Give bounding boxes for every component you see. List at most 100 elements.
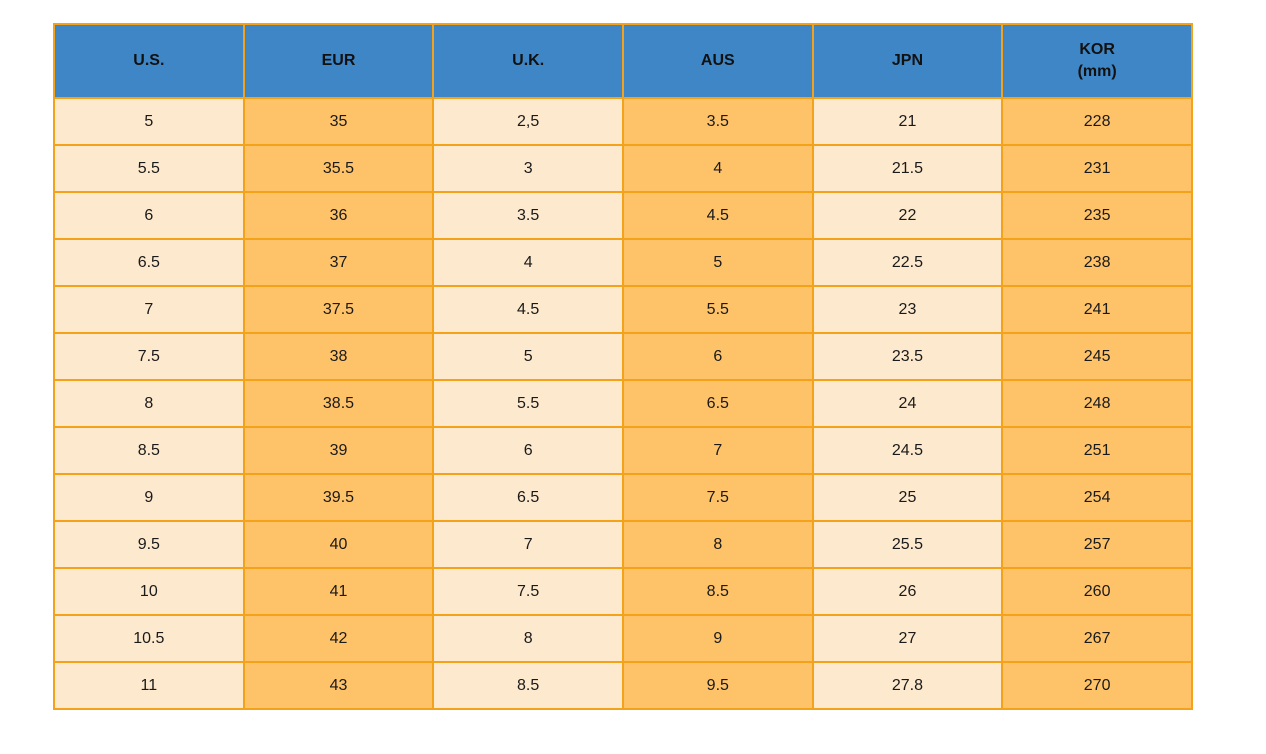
table-row: 7 37.5 4.5 5.5 23 241 — [53, 285, 1193, 334]
cell-eur: 37.5 — [242, 285, 435, 334]
cell-us: 6 — [53, 191, 245, 240]
cell-uk: 6 — [432, 426, 624, 475]
cell-eur: 35.5 — [242, 144, 435, 193]
cell-kor: 270 — [1001, 661, 1193, 710]
table-row: 10 41 7.5 8.5 26 260 — [53, 567, 1193, 616]
cell-kor: 267 — [1001, 614, 1193, 663]
cell-us: 10.5 — [53, 614, 245, 663]
table-row: 10.5 42 8 9 27 267 — [53, 614, 1193, 663]
cell-aus: 3.5 — [621, 97, 814, 146]
header-label: U.S. — [133, 52, 165, 70]
cell-eur: 39 — [242, 426, 435, 475]
cell-jpn: 24 — [811, 379, 1004, 428]
cell-jpn: 26 — [811, 567, 1004, 616]
table-row: 9.5 40 7 8 25.5 257 — [53, 520, 1193, 569]
cell-eur: 42 — [242, 614, 435, 663]
cell-kor: 228 — [1001, 97, 1193, 146]
cell-uk: 6.5 — [432, 473, 624, 522]
cell-jpn: 25 — [811, 473, 1004, 522]
table-row: 9 39.5 6.5 7.5 25 254 — [53, 473, 1193, 522]
table-row: 6.5 37 4 5 22.5 238 — [53, 238, 1193, 287]
cell-aus: 5.5 — [621, 285, 814, 334]
cell-aus: 9 — [621, 614, 814, 663]
cell-us: 7 — [53, 285, 245, 334]
table-row: 6 36 3.5 4.5 22 235 — [53, 191, 1193, 240]
cell-uk: 3.5 — [432, 191, 624, 240]
size-conversion-table: U.S. EUR U.K. AUS JPN KOR (mm) 5 35 2,5 3.5 21 228 5… — [53, 23, 1193, 710]
cell-us: 7.5 — [53, 332, 245, 381]
cell-us: 8.5 — [53, 426, 245, 475]
cell-eur: 41 — [242, 567, 435, 616]
cell-jpn: 25.5 — [811, 520, 1004, 569]
cell-us: 9.5 — [53, 520, 245, 569]
cell-uk: 3 — [432, 144, 624, 193]
header-label: U.K. — [512, 52, 545, 70]
cell-us: 6.5 — [53, 238, 245, 287]
cell-uk: 4 — [432, 238, 624, 287]
cell-eur: 39.5 — [242, 473, 435, 522]
header-label: KOR — [1079, 41, 1115, 59]
cell-kor: 241 — [1001, 285, 1193, 334]
table-row: 11 43 8.5 9.5 27.8 270 — [53, 661, 1193, 710]
cell-us: 10 — [53, 567, 245, 616]
cell-eur: 37 — [242, 238, 435, 287]
header-sublabel: (mm) — [1077, 63, 1117, 80]
cell-uk: 2,5 — [432, 97, 624, 146]
cell-jpn: 24.5 — [811, 426, 1004, 475]
cell-kor: 257 — [1001, 520, 1193, 569]
cell-aus: 8.5 — [621, 567, 814, 616]
cell-jpn: 22 — [811, 191, 1004, 240]
cell-aus: 7 — [621, 426, 814, 475]
cell-eur: 38.5 — [242, 379, 435, 428]
cell-us: 5.5 — [53, 144, 245, 193]
cell-uk: 8.5 — [432, 661, 624, 710]
header-cell-jpn: JPN — [811, 23, 1004, 99]
cell-kor: 235 — [1001, 191, 1193, 240]
cell-kor: 254 — [1001, 473, 1193, 522]
cell-jpn: 23.5 — [811, 332, 1004, 381]
table-row: 8.5 39 6 7 24.5 251 — [53, 426, 1193, 475]
cell-aus: 6.5 — [621, 379, 814, 428]
cell-aus: 9.5 — [621, 661, 814, 710]
cell-aus: 4.5 — [621, 191, 814, 240]
header-cell-eur: EUR — [242, 23, 435, 99]
cell-kor: 231 — [1001, 144, 1193, 193]
cell-eur: 43 — [242, 661, 435, 710]
cell-us: 11 — [53, 661, 245, 710]
cell-us: 5 — [53, 97, 245, 146]
cell-aus: 6 — [621, 332, 814, 381]
header-cell-aus: AUS — [621, 23, 814, 99]
cell-jpn: 21 — [811, 97, 1004, 146]
cell-jpn: 21.5 — [811, 144, 1004, 193]
header-cell-kor: KOR (mm) — [1001, 23, 1193, 99]
cell-uk: 8 — [432, 614, 624, 663]
header-label: EUR — [321, 52, 356, 70]
cell-eur: 40 — [242, 520, 435, 569]
cell-uk: 4.5 — [432, 285, 624, 334]
table-row: 8 38.5 5.5 6.5 24 248 — [53, 379, 1193, 428]
cell-kor: 238 — [1001, 238, 1193, 287]
cell-aus: 5 — [621, 238, 814, 287]
cell-eur: 38 — [242, 332, 435, 381]
cell-jpn: 22.5 — [811, 238, 1004, 287]
cell-uk: 7 — [432, 520, 624, 569]
table-row: 5 35 2,5 3.5 21 228 — [53, 97, 1193, 146]
table-row: 5.5 35.5 3 4 21.5 231 — [53, 144, 1193, 193]
header-row: U.S. EUR U.K. AUS JPN KOR (mm) — [53, 23, 1193, 99]
cell-aus: 7.5 — [621, 473, 814, 522]
cell-eur: 36 — [242, 191, 435, 240]
cell-eur: 35 — [242, 97, 435, 146]
cell-jpn: 27 — [811, 614, 1004, 663]
cell-uk: 5.5 — [432, 379, 624, 428]
cell-aus: 8 — [621, 520, 814, 569]
cell-aus: 4 — [621, 144, 814, 193]
cell-uk: 7.5 — [432, 567, 624, 616]
header-cell-uk: U.K. — [432, 23, 624, 99]
header-label: AUS — [700, 52, 735, 70]
cell-kor: 260 — [1001, 567, 1193, 616]
header-cell-us: U.S. — [53, 23, 245, 99]
header-label: JPN — [891, 52, 924, 70]
cell-jpn: 27.8 — [811, 661, 1004, 710]
cell-uk: 5 — [432, 332, 624, 381]
cell-jpn: 23 — [811, 285, 1004, 334]
